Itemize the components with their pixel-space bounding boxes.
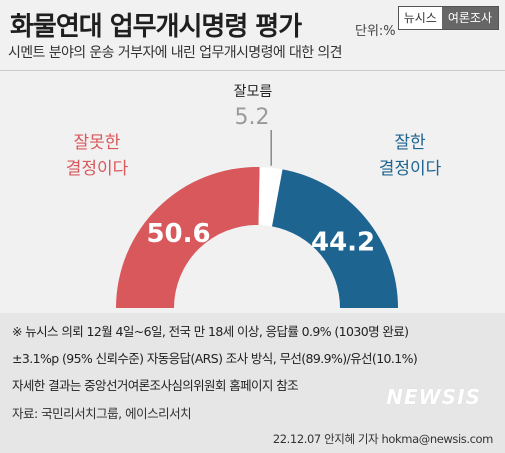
- credit-text: 22.12.07 안지혜 기자 hokma@newsis.com: [272, 432, 494, 446]
- note-line-2: ±3.1%p (95% 신뢰수준) 자동응답(ARS) 조사 방식, 무선(89…: [12, 351, 418, 366]
- value-label-right: 44.2: [311, 227, 375, 257]
- value-label-wrong: 50.6: [146, 219, 210, 249]
- page-title: 화물연대 업무개시명령 평가: [10, 12, 302, 42]
- note-line-3: 자세한 결과는 중앙선거여론조사심의위원회 홈페이지 참조: [12, 378, 299, 393]
- category-label-wrong-line-1: 잘못한: [74, 133, 121, 153]
- divider: [0, 70, 505, 71]
- slice-unknown: [258, 167, 283, 227]
- notes-panel: ※ 뉴시스 의뢰 12월 4일~6일, 전국 만 18세 이상, 응답률 0.9…: [0, 313, 505, 453]
- brand-name: 뉴시스: [403, 11, 437, 25]
- brand-section: 여론조사: [441, 7, 498, 29]
- note-line-1: ※ 뉴시스 의뢰 12월 4일~6일, 전국 만 18세 이상, 응답률 0.9…: [12, 324, 409, 339]
- source-text: 자료: 국민리서치그룹, 에이스리서치: [12, 406, 192, 421]
- subtitle: 시멘트 분야의 운송 거부자에 내린 업무개시명령에 대한 의견: [8, 45, 343, 61]
- slice-right: [272, 169, 398, 308]
- newsis-watermark: NEWSIS: [386, 385, 481, 409]
- category-label-right-line-1: 잘한: [394, 133, 426, 153]
- category-label-wrong-line-2: 결정이다: [66, 159, 129, 179]
- category-label-right-line-2: 결정이다: [379, 159, 442, 179]
- value-label-unknown: 5.2: [235, 105, 270, 130]
- brand-badge: 뉴시스 여론조사: [397, 6, 499, 30]
- slice-wrong: [116, 167, 260, 308]
- unit-label: 단위:%: [355, 24, 396, 39]
- category-label-unknown: 잘모름: [234, 84, 273, 100]
